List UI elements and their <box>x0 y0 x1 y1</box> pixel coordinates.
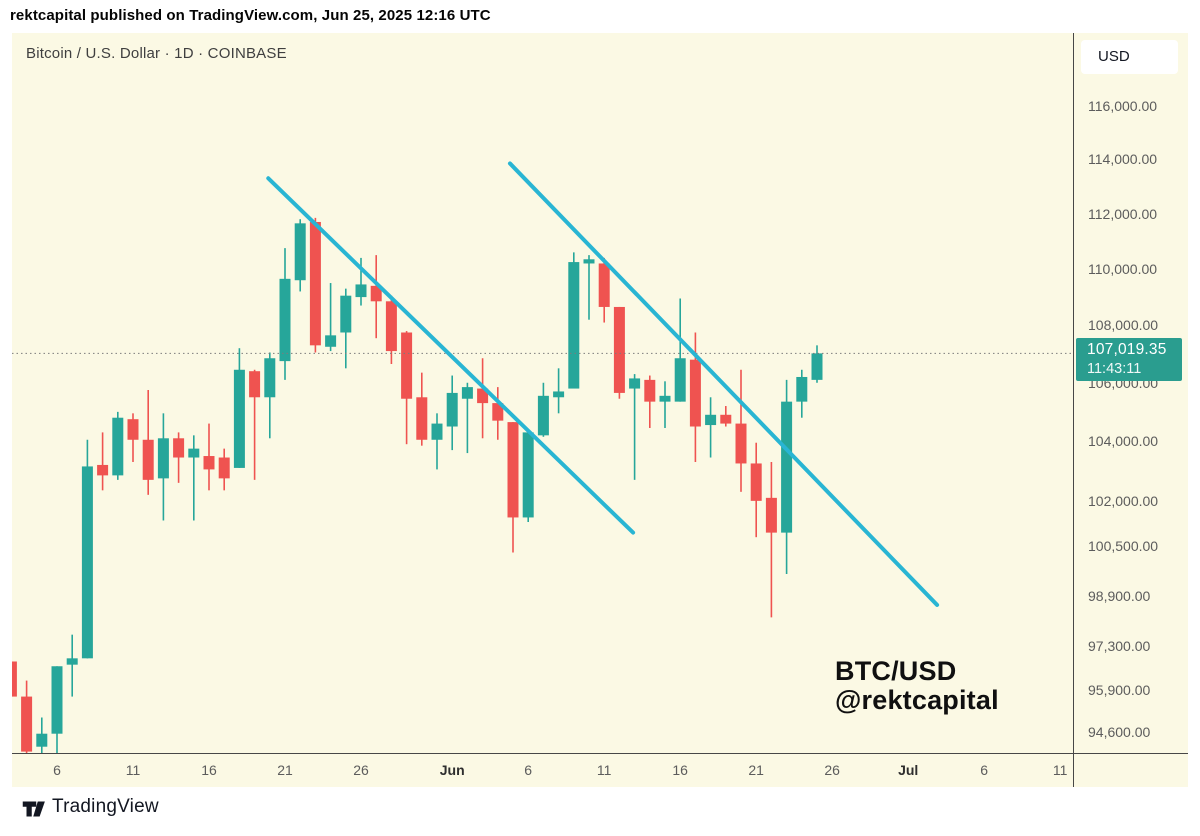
price-axis-label: 114,000.00 <box>1088 151 1158 168</box>
candle <box>522 429 534 522</box>
candle <box>325 283 337 352</box>
tradingview-brand-text[interactable]: TradingView <box>52 796 159 817</box>
candle <box>401 331 413 445</box>
watermark: BTC/USD @rektcapital <box>835 657 999 715</box>
price-axis-label: 112,000.00 <box>1088 205 1158 222</box>
candle <box>431 413 443 470</box>
price-axis-label: 116,000.00 <box>1088 98 1158 114</box>
candle <box>750 442 762 538</box>
time-axis-label: 6 <box>524 762 533 778</box>
candle <box>553 368 565 414</box>
price-axis-label: 95,900.00 <box>1088 682 1151 699</box>
candle <box>279 248 291 380</box>
chart-card: Bitcoin / U.S. Dollar · 1D · COINBASE BT… <box>12 33 1188 787</box>
candle <box>735 369 747 492</box>
symbol-title: Bitcoin / U.S. Dollar · 1D · COINBASE <box>26 45 287 62</box>
candle <box>81 439 93 659</box>
price-axis-label: 94,600.00 <box>1088 724 1151 741</box>
time-axis-label: 16 <box>672 762 688 778</box>
tradingview-logo-icon[interactable] <box>22 798 46 820</box>
price-axis-label: 110,000.00 <box>1088 261 1158 278</box>
time-axis-label: 6 <box>53 762 61 778</box>
candle <box>811 345 823 383</box>
trendline-downtrend-1[interactable] <box>266 176 636 535</box>
candle-countdown: 11:43:11 <box>1087 361 1142 377</box>
time-axis-label: 26 <box>824 762 840 778</box>
price-chart-plot[interactable] <box>12 33 1073 753</box>
candle <box>21 680 33 753</box>
currency-usd-button[interactable]: USD <box>1081 40 1178 74</box>
candle <box>446 375 458 451</box>
candle <box>233 348 245 468</box>
candle <box>36 717 48 753</box>
price-axis-label: 100,500.00 <box>1088 538 1159 555</box>
time-axis-label: 26 <box>353 762 369 778</box>
candle <box>173 432 185 483</box>
candle <box>264 352 276 439</box>
candle <box>492 387 504 440</box>
candle <box>66 634 78 697</box>
current-price-badge: 107,019.35 11:43:11 <box>1076 338 1182 381</box>
time-axis-label: 21 <box>277 762 293 778</box>
attribution-header: rektcapital published on TradingView.com… <box>10 7 491 24</box>
candle <box>309 217 321 353</box>
candle <box>157 413 169 521</box>
time-axis[interactable]: 6 11 16 21 26 Jun 6 11 16 21 26 Jul 6 11 <box>12 755 1073 787</box>
watermark-handle: @rektcapital <box>835 685 999 715</box>
footer: TradingView <box>0 787 1200 836</box>
time-axis-label: 11 <box>125 762 141 778</box>
watermark-symbol: BTC/USD <box>835 656 957 686</box>
current-price-value: 107,019.35 <box>1087 341 1167 358</box>
time-axis-line <box>12 753 1188 754</box>
time-axis-label: 16 <box>201 762 217 778</box>
candle <box>568 252 580 389</box>
price-axis-label: 102,000.00 <box>1088 492 1159 509</box>
candle <box>720 406 732 427</box>
candle <box>385 295 397 364</box>
candle <box>127 413 139 462</box>
price-axis-label: 108,000.00 <box>1088 317 1159 334</box>
time-axis-label: 11 <box>596 762 612 778</box>
candle <box>370 255 382 339</box>
candle <box>12 661 17 697</box>
candle <box>674 298 686 402</box>
candle <box>629 374 641 480</box>
candle <box>613 306 625 399</box>
candle <box>537 382 549 437</box>
price-axis[interactable]: 116,000.00 114,000.00 112,000.00 110,000.00… <box>1073 33 1189 787</box>
candle <box>583 255 595 320</box>
time-axis-label: Jun <box>439 762 465 778</box>
time-axis-label: 6 <box>980 762 989 778</box>
candle <box>477 358 489 439</box>
candle <box>203 423 215 491</box>
candle <box>218 448 230 491</box>
candle <box>188 435 200 521</box>
candle <box>249 369 261 480</box>
attribution-text: rektcapital published on TradingView.com… <box>10 7 491 24</box>
candle <box>340 288 352 369</box>
candle <box>294 219 306 292</box>
price-axis-label: 98,900.00 <box>1088 587 1151 604</box>
candle <box>97 432 109 491</box>
price-axis-label: 97,300.00 <box>1088 637 1151 654</box>
time-axis-label: 11 <box>1052 762 1068 778</box>
candle <box>705 397 717 458</box>
candle <box>507 422 519 553</box>
candle <box>796 369 808 418</box>
trendline-downtrend-2[interactable] <box>507 161 940 607</box>
candle <box>51 666 63 753</box>
candle <box>644 375 656 428</box>
time-axis-label: Jul <box>898 762 919 778</box>
candle <box>765 461 777 618</box>
candle <box>416 372 428 446</box>
candle <box>461 382 473 454</box>
price-axis-label: 104,000.00 <box>1088 433 1159 450</box>
candle <box>659 381 671 428</box>
candle <box>598 257 610 323</box>
candle <box>781 379 793 574</box>
candle <box>142 390 154 495</box>
time-axis-label: 21 <box>748 762 764 778</box>
candle <box>112 411 124 480</box>
